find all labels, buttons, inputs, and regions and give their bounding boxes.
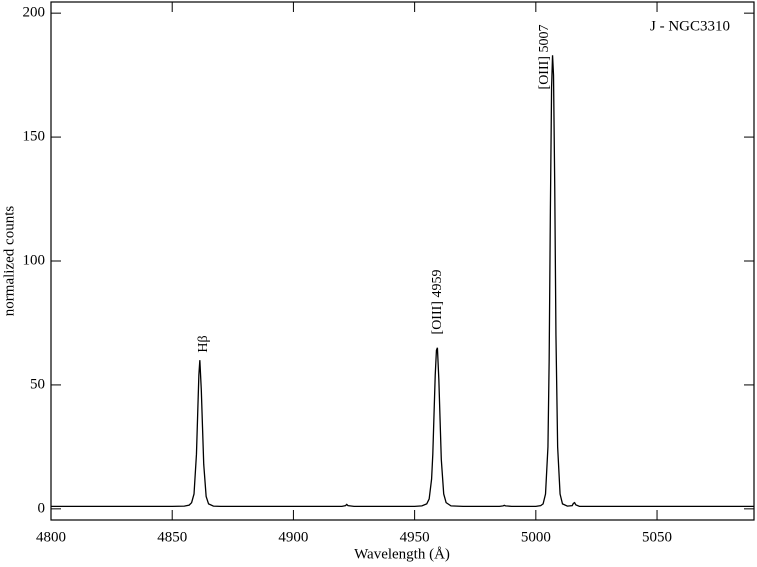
x-tick-label: 5050	[642, 529, 672, 545]
y-tick-label: 50	[30, 376, 45, 392]
y-tick-label: 200	[23, 5, 46, 21]
chart-title: J - NGC3310	[650, 18, 730, 34]
x-tick-label: 5000	[521, 529, 551, 545]
x-tick-label: 4850	[157, 529, 187, 545]
plot-frame	[50, 1, 755, 521]
line-annotation: [OIII] 4959	[430, 270, 445, 335]
x-tick-label: 4950	[400, 529, 430, 545]
y-tick-label: 150	[23, 129, 46, 145]
line-annotation: Hβ	[196, 335, 211, 352]
x-axis-label: Wavelength (Å)	[354, 546, 450, 562]
spectrum-line	[51, 55, 754, 508]
x-tick-label: 4900	[278, 529, 308, 545]
y-axis-label: normalized counts	[1, 206, 17, 317]
y-tick-label: 100	[23, 252, 46, 268]
x-tick-label: 4800	[36, 529, 66, 545]
y-tick-label: 0	[38, 500, 46, 516]
line-annotation: [OIII] 5007	[537, 25, 552, 90]
